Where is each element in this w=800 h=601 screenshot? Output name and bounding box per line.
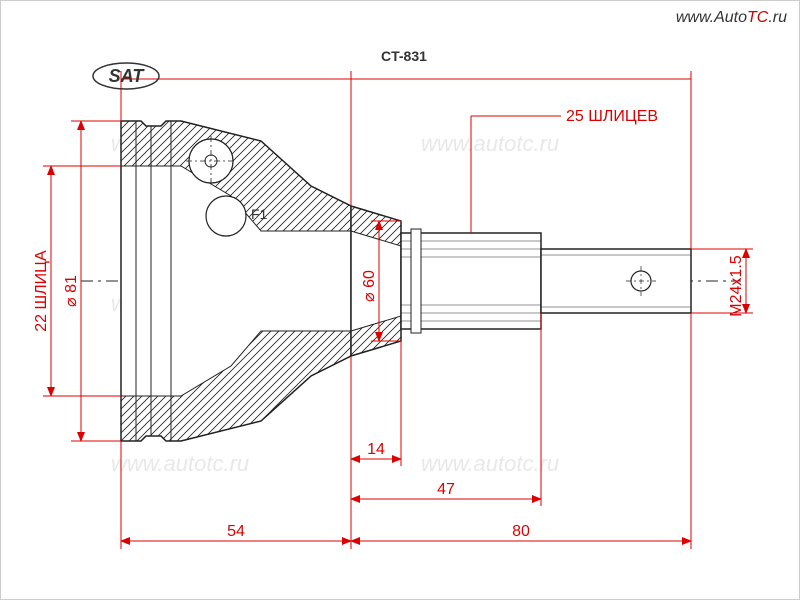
dim-80: 80 (351, 313, 691, 549)
svg-text:80: 80 (512, 523, 530, 540)
f1-label: F1 (251, 206, 268, 222)
svg-text:22 ШЛИЦА: 22 ШЛИЦА (33, 250, 50, 332)
svg-text:⌀ 81: ⌀ 81 (63, 275, 80, 307)
dim-54: 54 (121, 441, 351, 549)
svg-text:M24x1.5: M24x1.5 (728, 255, 745, 316)
drawing-container: www.autotc.ru www.autotc.ru www.autotc.r… (0, 0, 800, 600)
part-title: CT-831 (381, 48, 427, 64)
dim-splines25: 25 ШЛИЦЕВ (471, 108, 658, 233)
url-suffix: .ru (768, 9, 787, 26)
svg-text:47: 47 (437, 481, 455, 498)
site-url: www.AutoTC.ru (676, 9, 787, 27)
svg-text:⌀ 60: ⌀ 60 (361, 270, 378, 302)
svg-text:25 ШЛИЦЕВ: 25 ШЛИЦЕВ (566, 108, 658, 125)
svg-text:SAT: SAT (109, 66, 146, 86)
shaft (401, 229, 691, 333)
cv-joint-housing (121, 121, 351, 441)
url-prefix: www. (676, 9, 714, 26)
dim-14: 14 (351, 341, 401, 466)
url-accent: TC (747, 9, 768, 26)
dim-thread: M24x1.5 (691, 249, 753, 317)
url-main: Auto (714, 9, 747, 26)
svg-text:14: 14 (367, 441, 385, 458)
svg-text:54: 54 (227, 523, 245, 540)
technical-drawing: F1 CT-831 ⌀ 81 22 ШЛИЦА ⌀ 60 25 ШЛИЦЕВ M… (1, 1, 800, 601)
